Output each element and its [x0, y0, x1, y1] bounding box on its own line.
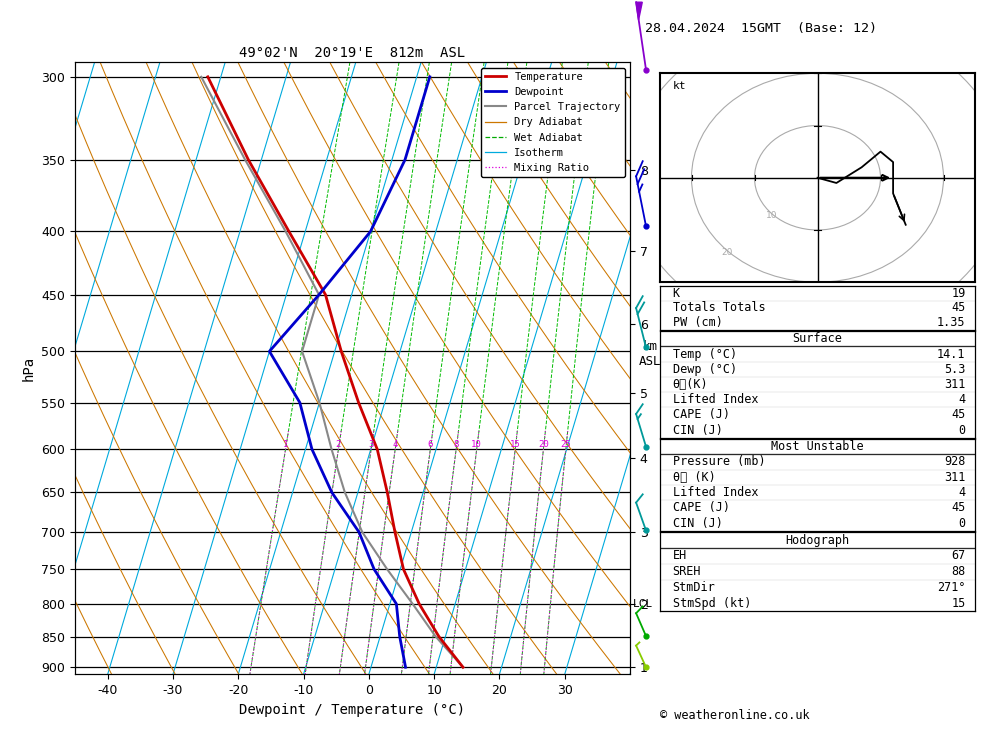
Text: CIN (J): CIN (J) — [673, 424, 722, 437]
Text: kt: kt — [673, 81, 686, 91]
Text: 88: 88 — [951, 565, 966, 578]
Text: 15: 15 — [510, 441, 521, 449]
Text: Lifted Index: Lifted Index — [673, 393, 758, 406]
Text: 45: 45 — [951, 408, 966, 421]
Text: 20: 20 — [538, 441, 549, 449]
Text: CAPE (J): CAPE (J) — [673, 501, 730, 515]
Text: 4: 4 — [958, 486, 966, 499]
Text: 2: 2 — [336, 441, 341, 449]
Text: © weatheronline.co.uk: © weatheronline.co.uk — [660, 709, 810, 722]
Text: 19: 19 — [951, 287, 966, 300]
Text: 10: 10 — [766, 211, 778, 220]
Text: 20: 20 — [721, 248, 732, 257]
Text: 5.3: 5.3 — [944, 363, 966, 376]
Text: 1: 1 — [283, 441, 288, 449]
Text: Hodograph: Hodograph — [785, 534, 850, 547]
Text: 311: 311 — [944, 378, 966, 391]
Text: 67: 67 — [951, 550, 966, 562]
Text: Totals Totals: Totals Totals — [673, 301, 765, 314]
Text: 4: 4 — [392, 441, 398, 449]
Text: K: K — [673, 287, 680, 300]
Text: 10: 10 — [471, 441, 482, 449]
Text: 45: 45 — [951, 501, 966, 515]
Text: θᴇ (K): θᴇ (K) — [673, 471, 715, 484]
Y-axis label: hPa: hPa — [22, 356, 36, 381]
Text: 0: 0 — [958, 517, 966, 529]
Text: 1.35: 1.35 — [937, 316, 966, 329]
X-axis label: Dewpoint / Temperature (°C): Dewpoint / Temperature (°C) — [239, 703, 466, 717]
Text: 45: 45 — [951, 301, 966, 314]
Text: 28.04.2024  15GMT  (Base: 12): 28.04.2024 15GMT (Base: 12) — [645, 22, 877, 35]
Text: 15: 15 — [951, 597, 966, 610]
Text: EH: EH — [673, 550, 687, 562]
Text: 8: 8 — [453, 441, 459, 449]
Text: 271°: 271° — [937, 581, 966, 594]
Text: 4: 4 — [958, 393, 966, 406]
Polygon shape — [636, 2, 642, 20]
Text: LCL: LCL — [633, 599, 654, 609]
Text: 25: 25 — [560, 441, 571, 449]
Y-axis label: km
ASL: km ASL — [639, 340, 662, 369]
Text: 6: 6 — [428, 441, 433, 449]
Text: Pressure (mb): Pressure (mb) — [673, 455, 765, 468]
Title: 49°02'N  20°19'E  812m  ASL: 49°02'N 20°19'E 812m ASL — [239, 45, 466, 60]
Text: 928: 928 — [944, 455, 966, 468]
Text: StmDir: StmDir — [673, 581, 715, 594]
Legend: Temperature, Dewpoint, Parcel Trajectory, Dry Adiabat, Wet Adiabat, Isotherm, Mi: Temperature, Dewpoint, Parcel Trajectory… — [481, 67, 625, 177]
Text: 311: 311 — [944, 471, 966, 484]
Text: Surface: Surface — [793, 332, 842, 345]
Text: Most Unstable: Most Unstable — [771, 441, 864, 453]
Text: θᴇ(K): θᴇ(K) — [673, 378, 708, 391]
Text: SREH: SREH — [673, 565, 701, 578]
Text: CIN (J): CIN (J) — [673, 517, 722, 529]
Text: 0: 0 — [958, 424, 966, 437]
Text: 14.1: 14.1 — [937, 347, 966, 361]
Text: StmSpd (kt): StmSpd (kt) — [673, 597, 751, 610]
Text: PW (cm): PW (cm) — [673, 316, 722, 329]
Text: Temp (°C): Temp (°C) — [673, 347, 737, 361]
Text: 3: 3 — [368, 441, 374, 449]
Text: Lifted Index: Lifted Index — [673, 486, 758, 499]
Text: CAPE (J): CAPE (J) — [673, 408, 730, 421]
Text: Dewp (°C): Dewp (°C) — [673, 363, 737, 376]
